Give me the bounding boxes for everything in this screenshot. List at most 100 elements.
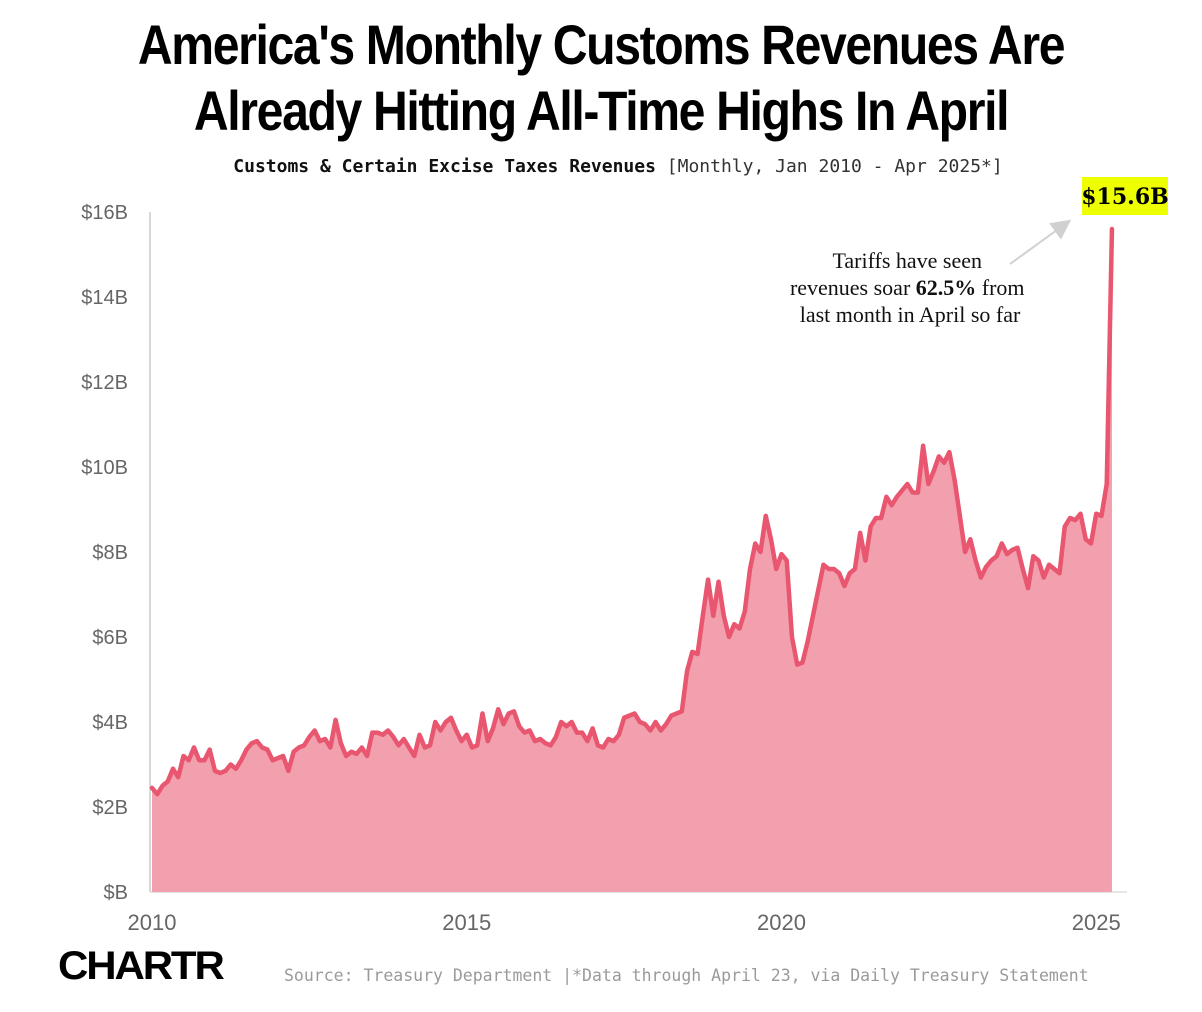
data-point xyxy=(937,455,941,458)
data-point xyxy=(444,720,447,724)
data-point xyxy=(313,729,316,732)
data-point xyxy=(733,623,736,626)
data-point xyxy=(344,754,348,758)
annotation-line-1: Tariffs have seen xyxy=(832,248,982,273)
data-point xyxy=(439,729,442,732)
data-point xyxy=(271,759,274,762)
data-point xyxy=(1053,567,1056,571)
data-point xyxy=(633,712,636,715)
x-tick-label: 2015 xyxy=(442,910,491,935)
data-point xyxy=(853,567,857,571)
data-point xyxy=(649,729,652,732)
data-point xyxy=(979,576,983,579)
data-point xyxy=(837,572,841,575)
data-point xyxy=(1011,548,1014,552)
data-point xyxy=(921,444,925,447)
x-axis-ticks: 2010 2015 2020 2025 xyxy=(128,910,1121,935)
data-point xyxy=(323,737,327,741)
data-point xyxy=(334,718,337,722)
data-point xyxy=(995,555,998,558)
data-point xyxy=(255,739,259,743)
data-point xyxy=(785,559,788,562)
data-point xyxy=(911,491,914,494)
callout-value: $15.6B xyxy=(1081,184,1168,210)
data-point xyxy=(691,650,694,654)
chart-subtitle: Customs & Certain Excise Taxes Revenues … xyxy=(0,156,1202,177)
title-line-2: Already Hitting All-Time Highs In April xyxy=(193,79,1010,142)
data-point xyxy=(848,572,851,575)
data-point xyxy=(706,578,710,581)
data-point xyxy=(643,722,647,726)
annotation-line-2-post: from xyxy=(976,275,1024,300)
data-point xyxy=(696,652,699,656)
data-point xyxy=(701,614,704,617)
data-point xyxy=(890,504,893,507)
y-tick-label: $14B xyxy=(81,287,128,309)
data-point xyxy=(512,710,516,713)
data-point xyxy=(748,567,752,571)
y-axis-ticks: $B $2B $4B $6B $8B $10B $12B $14B $16B xyxy=(81,202,128,904)
data-point xyxy=(948,450,951,454)
chartr-logo: CHARTR xyxy=(58,944,225,988)
data-point xyxy=(612,739,615,743)
data-point xyxy=(958,514,962,518)
data-point xyxy=(260,746,264,749)
data-point xyxy=(470,746,474,749)
data-point xyxy=(559,720,563,724)
data-point xyxy=(533,739,537,743)
data-point xyxy=(1042,576,1045,579)
data-point xyxy=(638,720,642,724)
data-point xyxy=(198,759,201,762)
annotation-line-3: last month in April so far xyxy=(800,302,1021,327)
data-point xyxy=(675,712,678,715)
annotation-line-2-bold: 62.5% xyxy=(916,275,977,300)
data-point xyxy=(591,727,594,730)
data-point xyxy=(680,710,684,713)
data-point xyxy=(544,742,547,745)
source-note: Source: Treasury Department |*Data throu… xyxy=(284,966,1089,985)
data-point xyxy=(418,733,421,736)
x-tick-label: 2020 xyxy=(757,910,806,935)
data-point xyxy=(392,735,395,739)
data-point xyxy=(166,780,169,783)
y-tick-label: $6B xyxy=(92,627,128,649)
data-point xyxy=(1095,512,1098,515)
data-point xyxy=(984,565,988,569)
data-point xyxy=(864,559,867,562)
data-points xyxy=(150,227,1114,796)
data-point xyxy=(601,746,605,749)
data-point xyxy=(1110,227,1114,231)
data-point xyxy=(1063,525,1066,528)
data-point xyxy=(764,514,767,518)
chart-title: America's Monthly Customs Revenues Are A… xyxy=(84,12,1118,144)
data-point xyxy=(376,731,379,734)
data-point xyxy=(1089,542,1093,545)
data-point xyxy=(481,712,484,715)
y-tick-label: $B xyxy=(104,882,128,904)
annotation-line-2: revenues soar 62.5% from xyxy=(790,275,1025,300)
data-point xyxy=(664,722,668,726)
data-point xyxy=(953,478,956,481)
data-point xyxy=(177,776,180,779)
data-point xyxy=(874,516,878,520)
data-point xyxy=(339,742,343,745)
data-point xyxy=(250,742,253,745)
data-point xyxy=(712,614,715,617)
data-point xyxy=(942,461,946,464)
data-point xyxy=(843,584,846,588)
data-point xyxy=(806,640,809,643)
data-point xyxy=(329,746,332,749)
annotation-text: Tariffs have seen revenues soar 62.5% fr… xyxy=(790,248,1030,327)
data-point xyxy=(1021,567,1024,571)
data-point xyxy=(1058,572,1061,575)
data-point xyxy=(1100,514,1103,518)
data-point xyxy=(287,769,290,773)
data-point xyxy=(350,750,353,753)
data-point xyxy=(817,589,820,592)
data-point xyxy=(670,714,673,717)
data-point xyxy=(371,731,374,734)
x-tick-label: 2010 xyxy=(128,910,177,935)
data-point xyxy=(1005,552,1009,556)
data-point xyxy=(932,470,935,473)
subtitle-range: [Monthly, Jan 2010 - Apr 2025*] xyxy=(666,156,1003,177)
